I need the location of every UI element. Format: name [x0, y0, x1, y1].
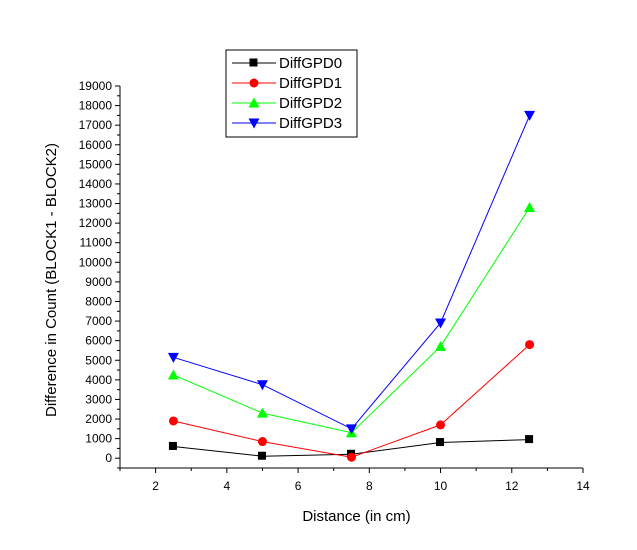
- x-tick-label: 12: [505, 479, 519, 493]
- data-point-diffgpd2: [256, 407, 268, 418]
- y-tick-label: 2000: [85, 412, 112, 426]
- y-tick-label: 1000: [85, 432, 112, 446]
- legend-label-diffgpd1: DiffGPD1: [279, 75, 342, 92]
- data-point-diffgpd2: [524, 201, 536, 212]
- y-tick-label: 4000: [85, 373, 112, 387]
- y-tick-label: 10000: [79, 255, 113, 269]
- data-point-diffgpd2: [167, 369, 179, 380]
- data-point-diffgpd0: [168, 441, 177, 450]
- y-tick-label: 19000: [79, 79, 113, 93]
- legend: DiffGPD0 DiffGPD1 DiffGPD2 DiffGPD3: [225, 49, 358, 138]
- axes: 0 1000 2000 3000 4000 5000 6000 7000 8000 9000 100…: [79, 79, 590, 493]
- legend-label-diffgpd0: DiffGPD0: [279, 55, 342, 72]
- data-point-diffgpd1: [436, 420, 446, 430]
- y-tick-label: 15000: [79, 157, 113, 171]
- data-point-diffgpd2: [435, 341, 447, 352]
- data-point-diffgpd1: [525, 340, 535, 350]
- legend-marker-diffgpd3: [248, 118, 260, 129]
- data-point-diffgpd0: [525, 435, 534, 444]
- y-tick-label: 17000: [79, 118, 113, 132]
- y-tick-label: 8000: [85, 294, 112, 308]
- y-tick-label: 7000: [85, 314, 112, 328]
- y-tick-label: 5000: [85, 353, 112, 367]
- x-tick-label: 6: [295, 479, 302, 493]
- legend-label-diffgpd2: DiffGPD2: [279, 95, 342, 112]
- data-point-diffgpd1: [347, 452, 356, 462]
- data-point-diffgpd0: [436, 438, 445, 447]
- x-tick-label: 4: [224, 479, 231, 493]
- data-point-diffgpd3: [524, 110, 536, 121]
- data-point-diffgpd3: [346, 424, 357, 435]
- legend-marker-diffgpd0: [249, 58, 258, 67]
- y-tick-label: 11000: [80, 236, 113, 250]
- data-point-diffgpd1: [168, 416, 178, 426]
- x-tick-label: 2: [152, 479, 159, 493]
- y-tick-label: 9000: [85, 275, 112, 289]
- data-point-diffgpd0: [257, 451, 266, 460]
- series-line-diffgpd1: [173, 344, 530, 458]
- x-tick-label: 10: [434, 479, 448, 493]
- y-tick-label: 18000: [79, 99, 113, 113]
- x-tick-label: 14: [576, 479, 590, 493]
- y-tick-label: 6000: [85, 334, 112, 348]
- y-tick-label: 3000: [85, 392, 112, 406]
- y-tick-label: 12000: [79, 216, 113, 230]
- data-point-diffgpd1: [257, 437, 267, 447]
- y-tick-label: 0: [105, 451, 112, 465]
- x-tick-label: 8: [366, 479, 373, 493]
- series-line-diffgpd3: [173, 115, 531, 430]
- legend-label-diffgpd3: DiffGPD3: [279, 115, 342, 132]
- y-tick-label: 13000: [79, 197, 113, 211]
- y-axis-title: Difference in Count (BLOCK1 - BLOCK2): [43, 143, 60, 417]
- data-point-diffgpd3: [435, 318, 447, 329]
- legend-marker-diffgpd1: [249, 78, 259, 88]
- legend-marker-diffgpd2: [248, 97, 260, 108]
- x-axis-title: Distance (in cm): [302, 508, 410, 525]
- series-group: [167, 110, 536, 462]
- y-tick-label: 14000: [79, 177, 113, 191]
- data-point-diffgpd3: [256, 380, 268, 391]
- series-line-diffgpd2: [173, 207, 531, 434]
- y-tick-label: 16000: [79, 138, 113, 152]
- data-point-diffgpd3: [167, 352, 179, 363]
